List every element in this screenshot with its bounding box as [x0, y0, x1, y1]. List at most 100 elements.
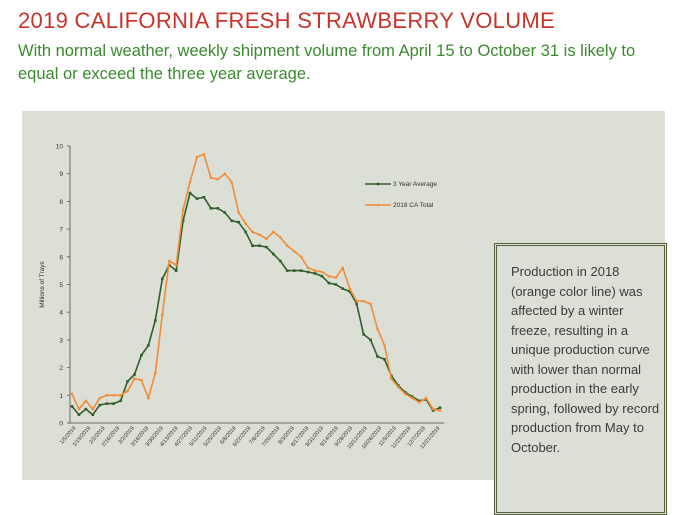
- data-point: [119, 399, 122, 403]
- data-point: [230, 180, 233, 184]
- data-point: [272, 252, 275, 256]
- data-point: [348, 290, 352, 293]
- data-point: [84, 399, 88, 403]
- data-point: [119, 394, 122, 397]
- data-point: [285, 244, 289, 248]
- data-point: [126, 380, 129, 383]
- data-point: [244, 222, 247, 225]
- data-point: [403, 391, 407, 394]
- data-point: [355, 299, 358, 303]
- data-point: [417, 400, 421, 404]
- data-point: [362, 333, 365, 336]
- data-point: [327, 274, 331, 278]
- data-point: [320, 270, 324, 274]
- data-point: [424, 396, 428, 400]
- data-point: [202, 195, 206, 199]
- data-point: [279, 259, 282, 263]
- y-tick-label: 6: [59, 254, 63, 261]
- page-subtitle: With normal weather, weekly shipment vol…: [18, 42, 636, 83]
- note-text: Production in 2018 (orange color line) w…: [511, 264, 660, 455]
- data-point: [251, 230, 254, 234]
- data-point: [216, 207, 220, 210]
- data-point: [320, 274, 324, 278]
- y-tick-label: 5: [59, 282, 63, 289]
- data-point: [181, 208, 185, 212]
- data-point: [160, 277, 164, 281]
- data-point: [140, 353, 143, 357]
- data-point: [376, 327, 379, 331]
- data-point: [181, 219, 185, 223]
- data-point: [98, 396, 102, 400]
- data-point: [258, 244, 261, 248]
- data-point: [237, 220, 240, 224]
- data-point: [126, 389, 129, 393]
- series-line-2018-ca-total: [71, 153, 441, 412]
- legend-label: 3 Year Average: [393, 181, 437, 188]
- data-point: [209, 207, 213, 210]
- y-tick-label: 8: [59, 199, 63, 206]
- data-point: [383, 344, 386, 347]
- data-point: [195, 155, 199, 159]
- data-point: [112, 394, 115, 397]
- data-point: [105, 402, 109, 405]
- legend-marker: [376, 203, 380, 207]
- note-box: Production in 2018 (orange color line) w…: [494, 243, 667, 515]
- data-point: [209, 176, 213, 180]
- legend-marker: [376, 182, 380, 186]
- data-point: [362, 299, 365, 303]
- data-point: [299, 269, 303, 272]
- y-tick-label: 3: [59, 337, 63, 344]
- data-point: [147, 344, 150, 347]
- data-point: [140, 378, 143, 382]
- data-point: [369, 338, 372, 342]
- data-point: [397, 385, 400, 389]
- data-point: [369, 302, 372, 306]
- y-tick-label: 2: [59, 365, 63, 372]
- data-point: [77, 413, 81, 416]
- data-point: [174, 269, 178, 272]
- data-point: [265, 237, 268, 241]
- page-title: 2019 CALIFORNIA FRESH STRAWBERRY VOLUME: [18, 8, 555, 33]
- data-point: [390, 377, 393, 380]
- data-point: [431, 407, 435, 411]
- data-point: [77, 407, 81, 411]
- legend-label: 2018 CA Total: [393, 202, 434, 209]
- data-point: [306, 270, 310, 274]
- data-point: [417, 399, 421, 403]
- data-point: [91, 407, 95, 411]
- data-point: [431, 409, 435, 412]
- data-point: [313, 269, 317, 272]
- data-point: [91, 413, 95, 416]
- data-point: [279, 236, 282, 239]
- chart-panel: 0 1 2 3 4 5 6 7 8 9 10 Millions of Trays 1/5/2019 1/1…: [22, 111, 667, 515]
- data-point: [188, 191, 192, 195]
- data-point: [216, 177, 220, 181]
- data-point: [355, 302, 358, 306]
- data-point: [327, 281, 331, 285]
- data-point: [188, 180, 192, 184]
- data-point: [410, 396, 414, 400]
- data-point: [154, 371, 157, 375]
- data-point: [251, 244, 254, 248]
- data-point: [348, 287, 352, 290]
- data-point: [383, 357, 386, 361]
- data-point: [105, 394, 109, 397]
- data-point: [397, 384, 400, 387]
- data-point: [299, 255, 303, 259]
- data-point: [265, 245, 268, 249]
- data-point: [313, 272, 317, 275]
- y-tick-label: 4: [59, 310, 63, 317]
- data-point: [292, 269, 296, 272]
- data-point: [285, 269, 289, 272]
- data-point: [98, 403, 102, 407]
- data-point: [70, 405, 74, 408]
- data-point: [133, 373, 136, 376]
- data-point: [223, 211, 227, 214]
- data-point: [202, 153, 206, 156]
- data-point: [84, 407, 88, 411]
- data-point: [341, 266, 345, 270]
- y-tick-label: 0: [59, 421, 63, 428]
- data-point: [223, 172, 227, 175]
- data-point: [244, 230, 247, 234]
